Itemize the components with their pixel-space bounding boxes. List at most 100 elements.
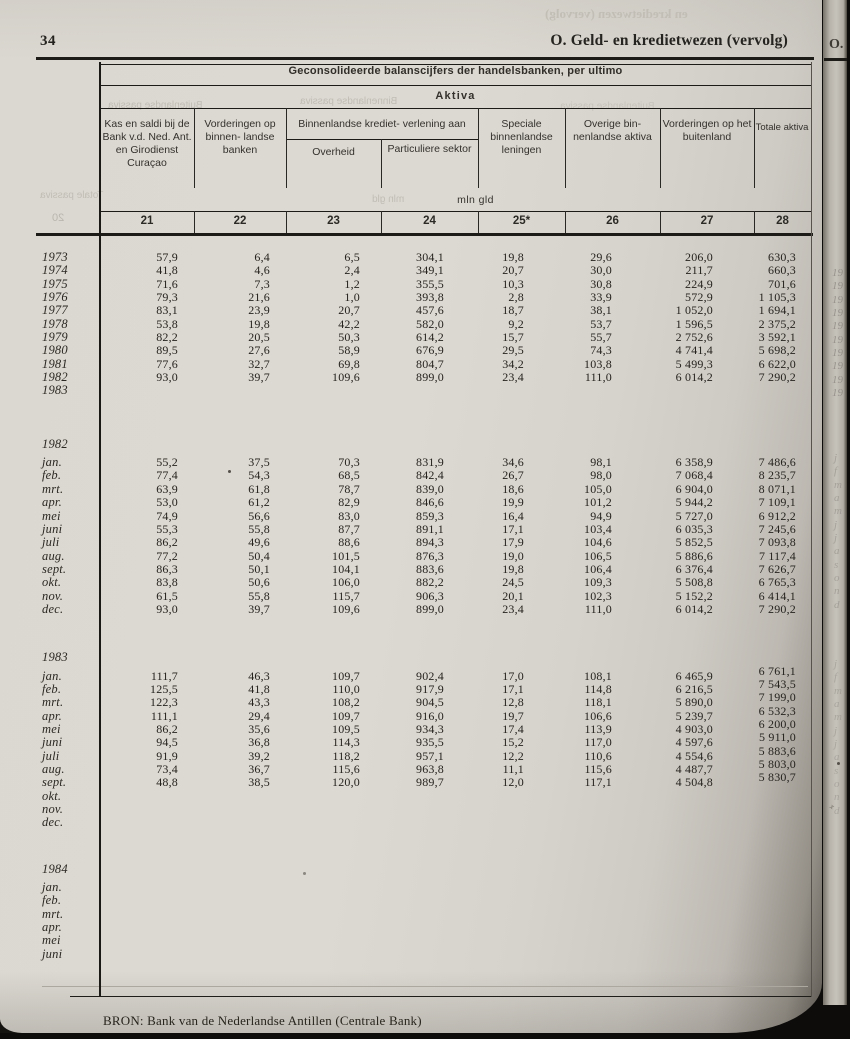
col-number-22: 22 <box>233 215 247 227</box>
cell <box>100 383 194 398</box>
cell <box>660 815 754 830</box>
next-page-rule <box>824 58 847 61</box>
rule <box>286 138 478 140</box>
cell: 5 830,7 <box>758 770 796 785</box>
cell: 61,5 <box>156 588 178 603</box>
cell: 11,1 <box>502 762 524 776</box>
cell: 125,5 <box>150 681 178 696</box>
cell: 55,8 <box>248 588 270 603</box>
cell: 4 741,4 <box>675 343 713 358</box>
cell: 50,4 <box>248 548 270 563</box>
cell: 304,1 <box>416 250 444 264</box>
cell: 23,9 <box>248 303 270 318</box>
cell: 106,0 <box>332 575 360 590</box>
cell: 963,8 <box>416 762 444 776</box>
page-number: 34 <box>40 33 56 49</box>
table-row: apr. 111,1 29,4 109,7 916,0 19,7 106,6 5 239,7 6… <box>38 704 812 723</box>
cell <box>100 862 194 877</box>
row-label: 1978 <box>42 316 68 331</box>
year-stub: 19 <box>832 333 843 346</box>
cell <box>286 383 381 398</box>
row-label: okt. <box>42 575 62 590</box>
year-stub: 19 <box>832 280 843 293</box>
cell: 104,6 <box>584 535 612 550</box>
row-label: sept. <box>42 775 67 790</box>
month-stub: s <box>834 764 839 777</box>
cell: 614,2 <box>416 330 444 345</box>
table-section: 1982 jan. 55,2 37,5 70,3 831,9 34,6 98,1 6 358,9… <box>38 437 812 616</box>
book-page: en kredietwezen (vervolg) Buitenlandse p… <box>0 0 822 1033</box>
table-row: mei <box>38 933 812 947</box>
table-section: 1973 57,9 6,4 6,5 304,1 19,8 29,6 206,0 630,3 197… <box>38 250 812 397</box>
cell: 103,8 <box>584 356 612 371</box>
table-left-border <box>99 62 102 997</box>
cell <box>286 650 381 665</box>
cell: 82,9 <box>338 495 360 510</box>
cell: 457,6 <box>416 303 444 318</box>
row-label: juni <box>42 521 63 536</box>
col-number-28: 28 <box>776 215 789 227</box>
cell: 109,7 <box>332 668 360 683</box>
table-row: apr. 53,0 61,2 82,9 846,6 19,9 101,2 5 944,2 7 1… <box>38 495 812 510</box>
cell: 23,4 <box>502 601 524 616</box>
cell: 73,4 <box>156 762 178 776</box>
cell: 6 376,4 <box>675 561 713 576</box>
cell: 106,6 <box>584 708 612 723</box>
row-label: 1984 <box>42 861 68 876</box>
cell: 5 890,0 <box>675 695 713 710</box>
cell: 3 592,1 <box>758 330 796 345</box>
cell: 6 200,0 <box>758 716 796 731</box>
cell: 32,7 <box>248 356 270 371</box>
cell: 55,2 <box>156 455 178 470</box>
cell: 2,4 <box>344 263 360 278</box>
cell <box>381 437 478 452</box>
cell: 20,1 <box>502 588 524 603</box>
cell: 676,9 <box>416 343 444 358</box>
month-stub: d <box>834 804 840 817</box>
next-page-header: O. <box>829 37 844 52</box>
cell: 42,2 <box>338 316 360 331</box>
col-number-21: 21 <box>140 215 154 227</box>
cell: 29,6 <box>590 250 612 264</box>
cell: 989,7 <box>416 775 444 790</box>
cell: 122,3 <box>150 695 178 710</box>
cell: 114,3 <box>332 735 360 750</box>
table-row: mrt. <box>38 907 812 921</box>
rule <box>100 63 812 65</box>
cell: 82,2 <box>156 330 178 345</box>
cell: 38,5 <box>248 775 270 790</box>
table-row: 1982 <box>38 437 812 452</box>
unit-label: mln gld <box>457 194 494 206</box>
cell: 19,8 <box>248 316 270 331</box>
cell <box>381 947 478 962</box>
cell: 1 052,0 <box>675 303 713 318</box>
row-label: mrt. <box>42 695 64 710</box>
row-label: mrt. <box>42 481 64 496</box>
cell: 6,5 <box>344 250 360 264</box>
cell: 41,8 <box>156 263 178 278</box>
cell: 36,7 <box>248 762 270 776</box>
table-row: dec. 93,0 39,7 109,6 899,0 23,4 111,0 6 014,2 7 … <box>38 601 812 616</box>
row-label: okt. <box>42 788 62 803</box>
cell: 16,4 <box>502 508 524 523</box>
column-separator <box>381 211 382 233</box>
cell: 20,7 <box>338 303 360 318</box>
cell: 18,7 <box>502 303 524 318</box>
cell <box>565 383 660 398</box>
cell: 894,3 <box>416 535 444 550</box>
cell: 58,9 <box>338 343 360 358</box>
year-stub: 19 <box>832 267 843 279</box>
cell <box>754 437 811 452</box>
cell: 7 199,0 <box>758 690 796 705</box>
row-label: 1982 <box>42 370 68 385</box>
cell: 17,9 <box>502 535 524 550</box>
cell: 19,7 <box>502 708 524 723</box>
table-row: feb. <box>38 893 812 907</box>
cell: 29,5 <box>502 343 524 358</box>
cell <box>660 947 754 962</box>
cell <box>381 383 478 398</box>
col-header-21: Kas en saldi bij de Bank v.d. Ned. Ant. … <box>102 118 192 170</box>
cell <box>286 947 381 962</box>
month-stub: a <box>834 698 840 711</box>
